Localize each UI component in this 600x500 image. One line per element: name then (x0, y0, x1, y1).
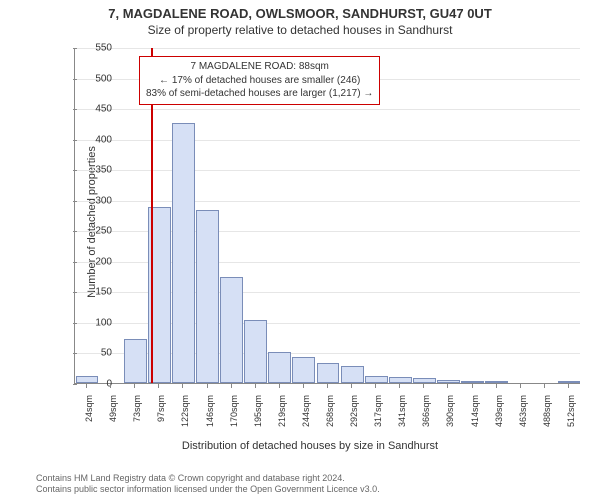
x-tick-mark (520, 384, 521, 388)
x-tick-mark (327, 384, 328, 388)
y-tick-mark (73, 292, 77, 293)
y-tick-label: 0 (76, 379, 112, 390)
y-tick-mark (73, 323, 77, 324)
y-tick-mark (73, 353, 77, 354)
y-tick-label: 350 (76, 165, 112, 176)
y-tick-label: 50 (76, 348, 112, 359)
x-tick-mark (279, 384, 280, 388)
chart-title: 7, MAGDALENE ROAD, OWLSMOOR, SANDHURST, … (0, 6, 600, 21)
x-tick-label: 122sqm (180, 395, 190, 445)
callout-line-2: ← 17% of detached houses are smaller (24… (146, 74, 373, 88)
x-tick-label: 414sqm (470, 395, 480, 445)
y-tick-label: 250 (76, 226, 112, 237)
x-tick-label: 341sqm (397, 395, 407, 445)
y-tick-mark (73, 201, 77, 202)
plot-area: 7 MAGDALENE ROAD: 88sqm ← 17% of detache… (74, 48, 580, 384)
x-tick-label: 366sqm (421, 395, 431, 445)
y-tick-mark (73, 384, 77, 385)
histogram-bar (437, 380, 460, 383)
y-tick-label: 150 (76, 287, 112, 298)
y-tick-mark (73, 79, 77, 80)
x-tick-label: 390sqm (445, 395, 455, 445)
callout-line-3: 83% of semi-detached houses are larger (… (146, 87, 373, 101)
x-tick-mark (496, 384, 497, 388)
histogram-bar (124, 339, 147, 383)
footer-attribution: Contains HM Land Registry data © Crown c… (36, 473, 380, 496)
histogram-bar (292, 357, 315, 383)
histogram-bar (172, 123, 195, 383)
chart-subtitle: Size of property relative to detached ho… (0, 23, 600, 37)
histogram-bar (558, 381, 581, 383)
x-tick-label: 24sqm (84, 395, 94, 445)
y-tick-mark (73, 170, 77, 171)
x-tick-label: 219sqm (277, 395, 287, 445)
x-tick-label: 146sqm (205, 395, 215, 445)
x-tick-mark (231, 384, 232, 388)
x-tick-label: 439sqm (494, 395, 504, 445)
histogram-bar (389, 377, 412, 383)
x-tick-label: 244sqm (301, 395, 311, 445)
y-tick-mark (73, 262, 77, 263)
x-tick-mark (158, 384, 159, 388)
x-tick-label: 268sqm (325, 395, 335, 445)
chart-title-block: 7, MAGDALENE ROAD, OWLSMOOR, SANDHURST, … (0, 0, 600, 37)
x-tick-mark (207, 384, 208, 388)
x-tick-label: 49sqm (108, 395, 118, 445)
x-tick-mark (375, 384, 376, 388)
x-tick-mark (86, 384, 87, 388)
x-tick-mark (110, 384, 111, 388)
y-tick-label: 300 (76, 195, 112, 206)
chart-container: Number of detached properties 7 MAGDALEN… (36, 48, 584, 426)
y-tick-label: 450 (76, 104, 112, 115)
y-tick-label: 400 (76, 134, 112, 145)
histogram-bar (485, 381, 508, 383)
histogram-bar (461, 381, 484, 383)
x-tick-mark (351, 384, 352, 388)
y-tick-label: 550 (76, 43, 112, 54)
x-tick-mark (423, 384, 424, 388)
x-tick-label: 195sqm (253, 395, 263, 445)
y-tick-label: 500 (76, 73, 112, 84)
histogram-bar (244, 320, 267, 383)
footer-line-1: Contains HM Land Registry data © Crown c… (36, 473, 380, 485)
histogram-bar (413, 378, 436, 383)
y-tick-mark (73, 140, 77, 141)
x-tick-mark (255, 384, 256, 388)
y-tick-mark (73, 109, 77, 110)
x-tick-label: 73sqm (132, 395, 142, 445)
x-tick-label: 512sqm (566, 395, 576, 445)
x-tick-label: 488sqm (542, 395, 552, 445)
x-tick-label: 170sqm (229, 395, 239, 445)
histogram-bar (220, 277, 243, 383)
footer-line-2: Contains public sector information licen… (36, 484, 380, 496)
x-tick-mark (303, 384, 304, 388)
x-tick-mark (399, 384, 400, 388)
histogram-bar (317, 363, 340, 383)
x-tick-mark (568, 384, 569, 388)
x-tick-label: 97sqm (156, 395, 166, 445)
x-tick-label: 292sqm (349, 395, 359, 445)
x-tick-mark (472, 384, 473, 388)
x-tick-label: 463sqm (518, 395, 528, 445)
histogram-bar (341, 366, 364, 383)
y-tick-mark (73, 231, 77, 232)
x-tick-mark (447, 384, 448, 388)
y-tick-label: 100 (76, 317, 112, 328)
callout-line-1: 7 MAGDALENE ROAD: 88sqm (146, 60, 373, 74)
y-tick-label: 200 (76, 256, 112, 267)
callout-box: 7 MAGDALENE ROAD: 88sqm ← 17% of detache… (139, 56, 380, 105)
x-tick-mark (544, 384, 545, 388)
histogram-bar (196, 210, 219, 383)
histogram-bar (365, 376, 388, 383)
x-tick-mark (134, 384, 135, 388)
histogram-bar (268, 352, 291, 383)
y-tick-mark (73, 48, 77, 49)
x-tick-label: 317sqm (373, 395, 383, 445)
x-tick-mark (182, 384, 183, 388)
